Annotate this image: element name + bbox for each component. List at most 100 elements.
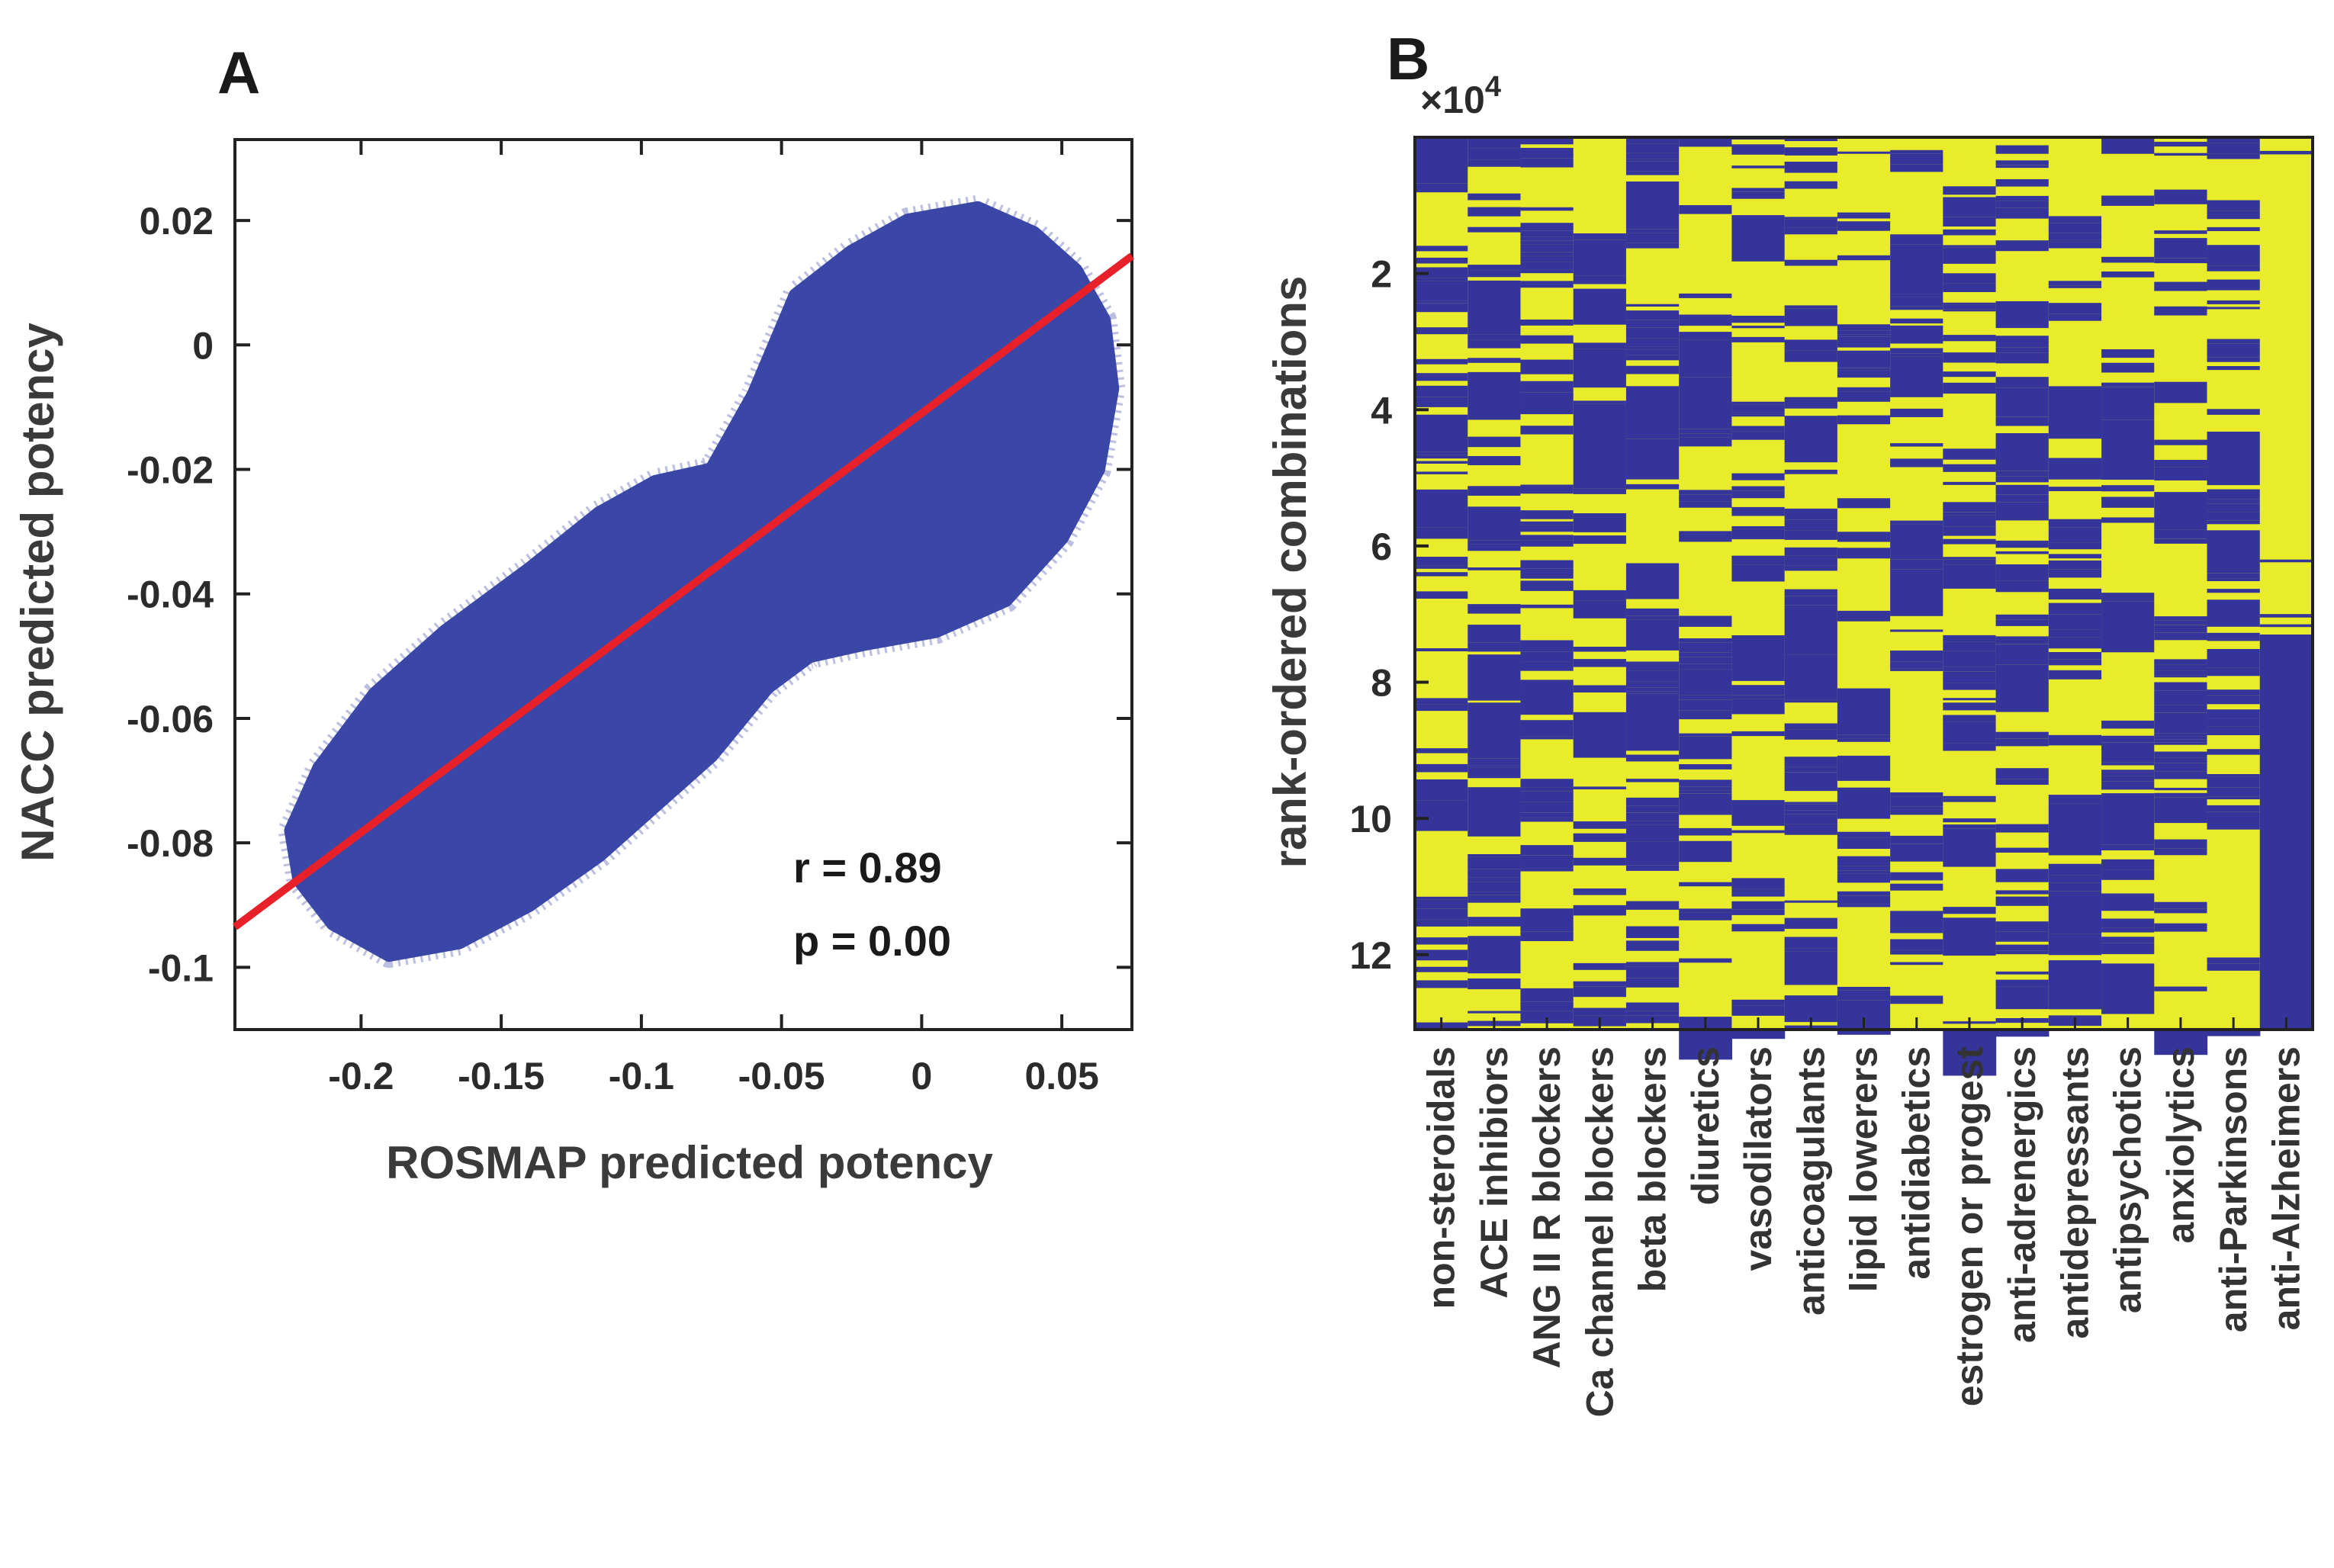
heatmap-cell [1468, 148, 1522, 160]
heatmap-cell [2154, 911, 2208, 914]
heatmap-cell [1625, 365, 1680, 374]
heatmap-cell [2207, 493, 2261, 500]
heatmap-cell [1573, 833, 1627, 842]
heatmap-cell [1837, 214, 1891, 219]
heatmap-cell [1995, 644, 2049, 665]
heatmap-cell [2101, 725, 2155, 729]
heatmap-cell [1890, 569, 1943, 616]
heatmap-cell [1625, 171, 1680, 175]
heatmap-cell [2101, 776, 2155, 782]
panel-a-label: A [217, 39, 260, 106]
category-label: anxiolytics [2159, 1046, 2202, 1243]
heatmap-cell [2048, 281, 2102, 286]
y-tick-label: -0.06 [127, 698, 214, 741]
x-tick-label: -0.1 [609, 1055, 674, 1097]
heatmap-cell [2207, 774, 2261, 777]
heatmap-cell [1520, 544, 1574, 547]
heatmap-cell [1573, 403, 1627, 447]
heatmap-cell [2101, 742, 2155, 753]
heatmap-cell [1573, 786, 1627, 789]
heatmap-cell [1890, 325, 1943, 333]
heatmap-cell [2048, 633, 2102, 638]
heatmap-cell [1890, 661, 1943, 669]
heatmap-cell [1731, 426, 1786, 432]
heatmap-cell [1520, 158, 1574, 168]
heatmap-cell [2207, 265, 2261, 272]
heatmap-cell [1520, 1011, 1574, 1014]
heatmap-cell [1468, 159, 1522, 167]
heatmap-cell [1468, 877, 1522, 882]
heatmap-cell [1415, 980, 1468, 988]
heatmap-cell [1679, 437, 1733, 447]
heatmap-cell [1837, 761, 1891, 773]
heatmap-cell [1995, 847, 2049, 853]
heatmap-cell [2207, 409, 2261, 415]
heatmap-cell [1415, 966, 1468, 972]
heatmap-cell [2048, 891, 2102, 934]
heatmap-cell [1890, 464, 1943, 468]
heatmap-cell [1784, 605, 1838, 655]
heatmap-cell [1468, 917, 1522, 927]
heatmap-cell [2207, 718, 2261, 727]
heatmap-cell [2101, 859, 2155, 870]
heatmap-cell [2048, 560, 2102, 570]
heatmap-cell [2207, 957, 2261, 964]
heatmap-cell [2207, 787, 2261, 797]
heatmap-cell [1995, 619, 2049, 626]
heatmap-cell [1520, 392, 1574, 415]
heatmap-cell [1415, 500, 1468, 528]
heatmap-cell [1625, 338, 1680, 347]
heatmap-cell [1943, 570, 1997, 577]
heatmap-cell [1415, 572, 1468, 577]
heatmap-cell [2154, 439, 2208, 445]
heatmap-cell [1415, 278, 1468, 281]
category-label: vasodilators [1737, 1046, 1779, 1271]
heatmap-cell [1520, 680, 1574, 715]
heatmap-cell [1837, 548, 1891, 559]
heatmap-cell [2154, 616, 2208, 621]
heatmap-cell [1995, 971, 2049, 975]
heatmap-cell [1731, 506, 1786, 516]
heatmap-cell [1731, 230, 1786, 262]
heatmap-cell [2154, 757, 2208, 763]
category-label: antidepressants [2053, 1046, 2096, 1338]
heatmap-cell [2048, 944, 2102, 956]
heatmap-cell [1679, 381, 1733, 423]
category-label: Ca channel blockers [1578, 1046, 1621, 1417]
heatmap-column-background [2154, 137, 2208, 1030]
heatmap-cell [1520, 320, 1574, 326]
heatmap-cell [1415, 455, 1468, 459]
heatmap-cell [1995, 636, 2049, 644]
scatter-axes-box [233, 138, 1133, 1031]
heatmap-cell [1468, 486, 1522, 496]
heatmap-cell [1520, 262, 1574, 270]
heatmap-cell [1890, 995, 1943, 1004]
scatter-y-axis-label: NACC predicted potency [12, 322, 63, 861]
heatmap-column-background [1573, 137, 1627, 1030]
heatmap-cell [1837, 834, 1891, 838]
heatmap-cell [2207, 776, 2261, 782]
heatmap-cell [1995, 195, 2049, 201]
heatmap-cell [1784, 315, 1838, 326]
heatmap-cell [1784, 416, 1838, 463]
heatmap-cell [1415, 300, 1468, 304]
heatmap-cell [1468, 358, 1522, 363]
heatmap-cell [2154, 848, 2208, 856]
heatmap-cell [1943, 651, 1997, 660]
heatmap-cell [1731, 564, 1786, 576]
heatmap-cell [1468, 506, 1522, 541]
heatmap-cell [1520, 818, 1574, 822]
heatmap-cell [1468, 631, 1522, 643]
heatmap-cell [1837, 734, 1891, 739]
heatmap-cell [1520, 812, 1574, 818]
heatmap-cell [2101, 844, 2155, 850]
y-tick-label: -0.02 [127, 449, 214, 492]
heatmap-cell [1679, 736, 1733, 760]
heatmap-cell [2154, 306, 2208, 316]
heatmap-cell [1784, 802, 1838, 805]
heatmap-cell [1468, 439, 1522, 448]
heatmap-cell [1573, 685, 1627, 692]
heatmap-cell [2154, 751, 2208, 758]
heatmap-cell [1468, 137, 1522, 149]
heatmap-cell [1784, 699, 1838, 703]
